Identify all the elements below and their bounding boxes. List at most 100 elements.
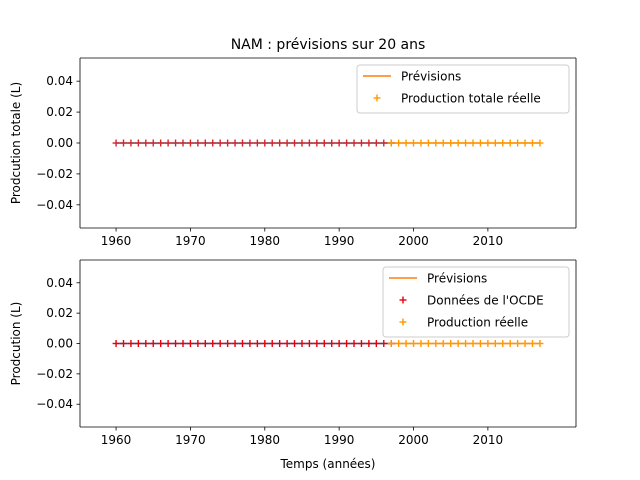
data-point [246,139,254,147]
data-point [514,139,522,147]
data-point [395,340,403,347]
data-point [343,340,351,347]
legend: Prévisions Production totale réelle [356,64,570,114]
data-point [387,139,395,147]
data-point [201,139,209,147]
y-tick-label: −0.04 [36,198,73,212]
legend-box [382,266,570,338]
y-tick-label: 0.04 [46,276,73,290]
data-point [424,139,432,147]
data-point [335,139,343,147]
data-point [238,340,246,347]
data-point [432,340,440,347]
y-axis-label: Prodcution (L) [9,302,23,386]
data-point [149,340,157,347]
data-point [127,340,135,347]
data-point [142,340,150,347]
data-point [357,340,365,347]
data-point [350,340,358,347]
data-point [120,139,128,147]
data-point [454,340,462,347]
data-point [216,340,224,347]
data-point [439,139,447,147]
data-point [268,139,276,147]
data-point [402,340,410,347]
data-point [506,139,514,147]
data-point [149,139,157,147]
data-point [216,139,224,147]
x-tick-label: 1970 [175,234,206,248]
data-point [454,139,462,147]
data-point [491,139,499,147]
y-tick-label: −0.02 [36,367,73,381]
legend-label: Prévisions [427,272,487,286]
legend-box [356,64,570,114]
data-point [462,340,470,347]
data-point [335,340,343,347]
y-tick-label: 0.02 [46,306,73,320]
x-axis-label: Temps (années) [280,457,376,471]
data-point [536,139,544,147]
x-tick-label: 1980 [250,234,281,248]
data-point [194,139,202,147]
data-point [410,139,418,147]
data-point [328,340,336,347]
data-point [313,139,321,147]
data-point [328,139,336,147]
data-point [238,139,246,147]
data-point [134,340,142,347]
data-point [276,139,284,147]
x-tick-label: 1990 [324,433,355,447]
data-point [469,139,477,147]
data-point [395,139,403,147]
data-point [186,139,194,147]
y-tick-label: −0.04 [36,397,73,411]
data-point [350,139,358,147]
data-point [194,340,202,347]
legend-label: Production totale réelle [401,92,541,106]
data-point [372,139,380,147]
legend-marker-handle [399,318,407,326]
x-tick-label: 2000 [398,234,429,248]
data-point [476,139,484,147]
legend-label: Données de l'OCDE [427,294,544,308]
data-point [521,139,529,147]
series-markers-3 [387,139,544,147]
data-point [157,139,165,147]
data-point [224,340,232,347]
data-point [491,340,499,347]
data-point [499,139,507,147]
data-point [365,340,373,347]
data-point [447,139,455,147]
top-panel: 1960 1970 1980 1990 2000 2010 0.04 0.02 0.00 −0.0… [9,57,577,248]
data-point [305,139,313,147]
data-point [313,340,321,347]
x-tick-label: 1990 [324,234,355,248]
data-point [506,340,514,347]
data-point [357,139,365,147]
data-point [112,139,120,147]
data-point [365,139,373,147]
data-point [231,139,239,147]
data-point [164,139,172,147]
data-point [298,340,306,347]
data-point [372,340,380,347]
data-point [127,139,135,147]
data-point [521,340,529,347]
data-point [424,340,432,347]
data-point [276,340,284,347]
data-point [417,340,425,347]
bottom-panel: 1960 1970 1980 1990 2000 2010 0.04 0.02 0.00 −0.0… [9,259,577,447]
data-point [528,139,536,147]
y-tick-label: −0.02 [36,167,73,181]
data-point [164,340,172,347]
data-point [209,340,217,347]
x-tick-label: 2010 [473,234,504,248]
data-point [320,139,328,147]
data-point [209,139,217,147]
data-point [305,340,313,347]
data-point [476,340,484,347]
data-point [291,139,299,147]
data-point [484,139,492,147]
